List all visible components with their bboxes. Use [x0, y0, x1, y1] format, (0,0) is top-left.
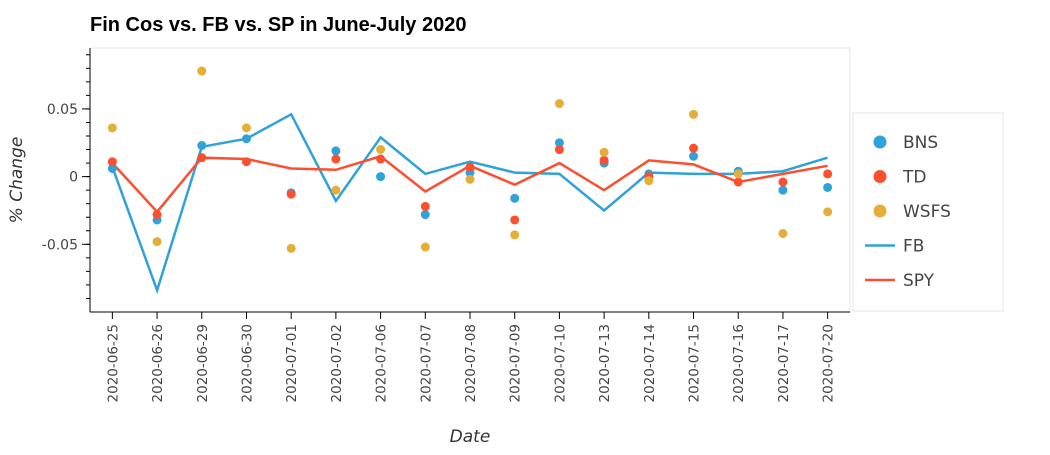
- point-wsfs: [554, 99, 564, 109]
- x-tick-label: 2020-07-08: [463, 324, 479, 402]
- x-tick-label: 2020-07-15: [687, 324, 703, 402]
- point-td: [197, 153, 207, 163]
- x-tick-label: 2020-07-16: [731, 324, 747, 402]
- x-tick-label: 2020-06-30: [239, 324, 255, 402]
- point-td: [689, 143, 699, 153]
- x-tick-label: 2020-07-10: [552, 324, 568, 402]
- legend-label-fb: FB: [903, 237, 924, 257]
- x-tick-label: 2020-06-26: [150, 324, 166, 402]
- legend-marker-wsfs: [873, 204, 887, 218]
- point-td: [107, 157, 117, 167]
- x-tick-label: 2020-07-09: [508, 324, 524, 402]
- point-td: [510, 215, 520, 225]
- point-td: [465, 162, 475, 172]
- legend: BNS TD WSFS FB SPY: [865, 133, 951, 291]
- legend-label-spy: SPY: [903, 271, 935, 291]
- x-tick-label: 2020-07-06: [374, 324, 390, 402]
- x-tick-label: 2020-07-02: [329, 324, 345, 402]
- x-tick-label: 2020-07-20: [821, 324, 837, 402]
- point-wsfs: [733, 169, 743, 179]
- x-tick-label: 2020-07-13: [597, 324, 613, 402]
- point-wsfs: [152, 237, 162, 247]
- point-wsfs: [823, 207, 833, 217]
- point-wsfs: [778, 228, 788, 238]
- point-bns: [241, 134, 251, 144]
- point-bns: [554, 138, 564, 148]
- point-bns: [197, 140, 207, 150]
- point-td: [554, 145, 564, 155]
- point-bns: [510, 193, 520, 203]
- point-td: [778, 177, 788, 187]
- x-tick-label: 2020-06-29: [195, 324, 211, 402]
- point-wsfs: [241, 123, 251, 133]
- y-axis-label: % Change: [7, 137, 27, 224]
- point-td: [286, 189, 296, 199]
- legend-marker-td: [873, 170, 887, 183]
- point-bns: [376, 172, 386, 182]
- point-td: [823, 169, 833, 179]
- point-td: [733, 177, 743, 187]
- point-td: [376, 154, 386, 164]
- point-td: [331, 154, 341, 164]
- point-bns: [689, 151, 699, 161]
- point-bns: [107, 163, 117, 173]
- y-tick-label: -0.05: [42, 237, 78, 253]
- point-wsfs: [331, 185, 341, 195]
- x-axis-label: Date: [450, 427, 491, 447]
- point-td: [599, 155, 609, 165]
- series-line-fb: [111, 112, 828, 295]
- point-td: [241, 157, 251, 167]
- point-wsfs: [644, 176, 654, 186]
- point-td: [420, 201, 430, 211]
- point-wsfs: [465, 174, 475, 184]
- point-wsfs: [510, 230, 520, 240]
- point-bns: [778, 185, 788, 195]
- point-td: [152, 210, 162, 220]
- x-tick-label: 2020-07-01: [284, 324, 300, 402]
- y-tick-label: 0: [69, 170, 78, 186]
- point-wsfs: [197, 66, 207, 76]
- x-tick-label: 2020-07-07: [418, 324, 434, 402]
- point-wsfs: [376, 145, 386, 155]
- x-tick-label: 2020-07-17: [776, 324, 792, 402]
- axes-group: -0.05 0 0.05 2020-06-25 2020-06-26 2020-06-29…: [42, 48, 850, 402]
- point-wsfs: [599, 147, 609, 157]
- y-tick-label: 0.05: [47, 102, 78, 118]
- legend-label-td: TD: [902, 168, 926, 188]
- point-bns: [331, 146, 341, 156]
- point-wsfs: [420, 242, 430, 252]
- legend-label-wsfs: WSFS: [903, 202, 951, 222]
- point-bns: [823, 182, 833, 192]
- marks-group: [107, 66, 833, 295]
- point-wsfs: [107, 123, 117, 133]
- point-wsfs: [286, 243, 296, 253]
- x-tick-label: 2020-07-14: [642, 324, 658, 402]
- x-tick-label: 2020-06-25: [105, 324, 121, 402]
- chart-title: Fin Cos vs. FB vs. SP in June-July 2020: [90, 14, 467, 36]
- legend-label-bns: BNS: [903, 133, 938, 153]
- legend-marker-bns: [873, 135, 887, 149]
- point-wsfs: [689, 109, 699, 119]
- point-bns: [420, 210, 430, 220]
